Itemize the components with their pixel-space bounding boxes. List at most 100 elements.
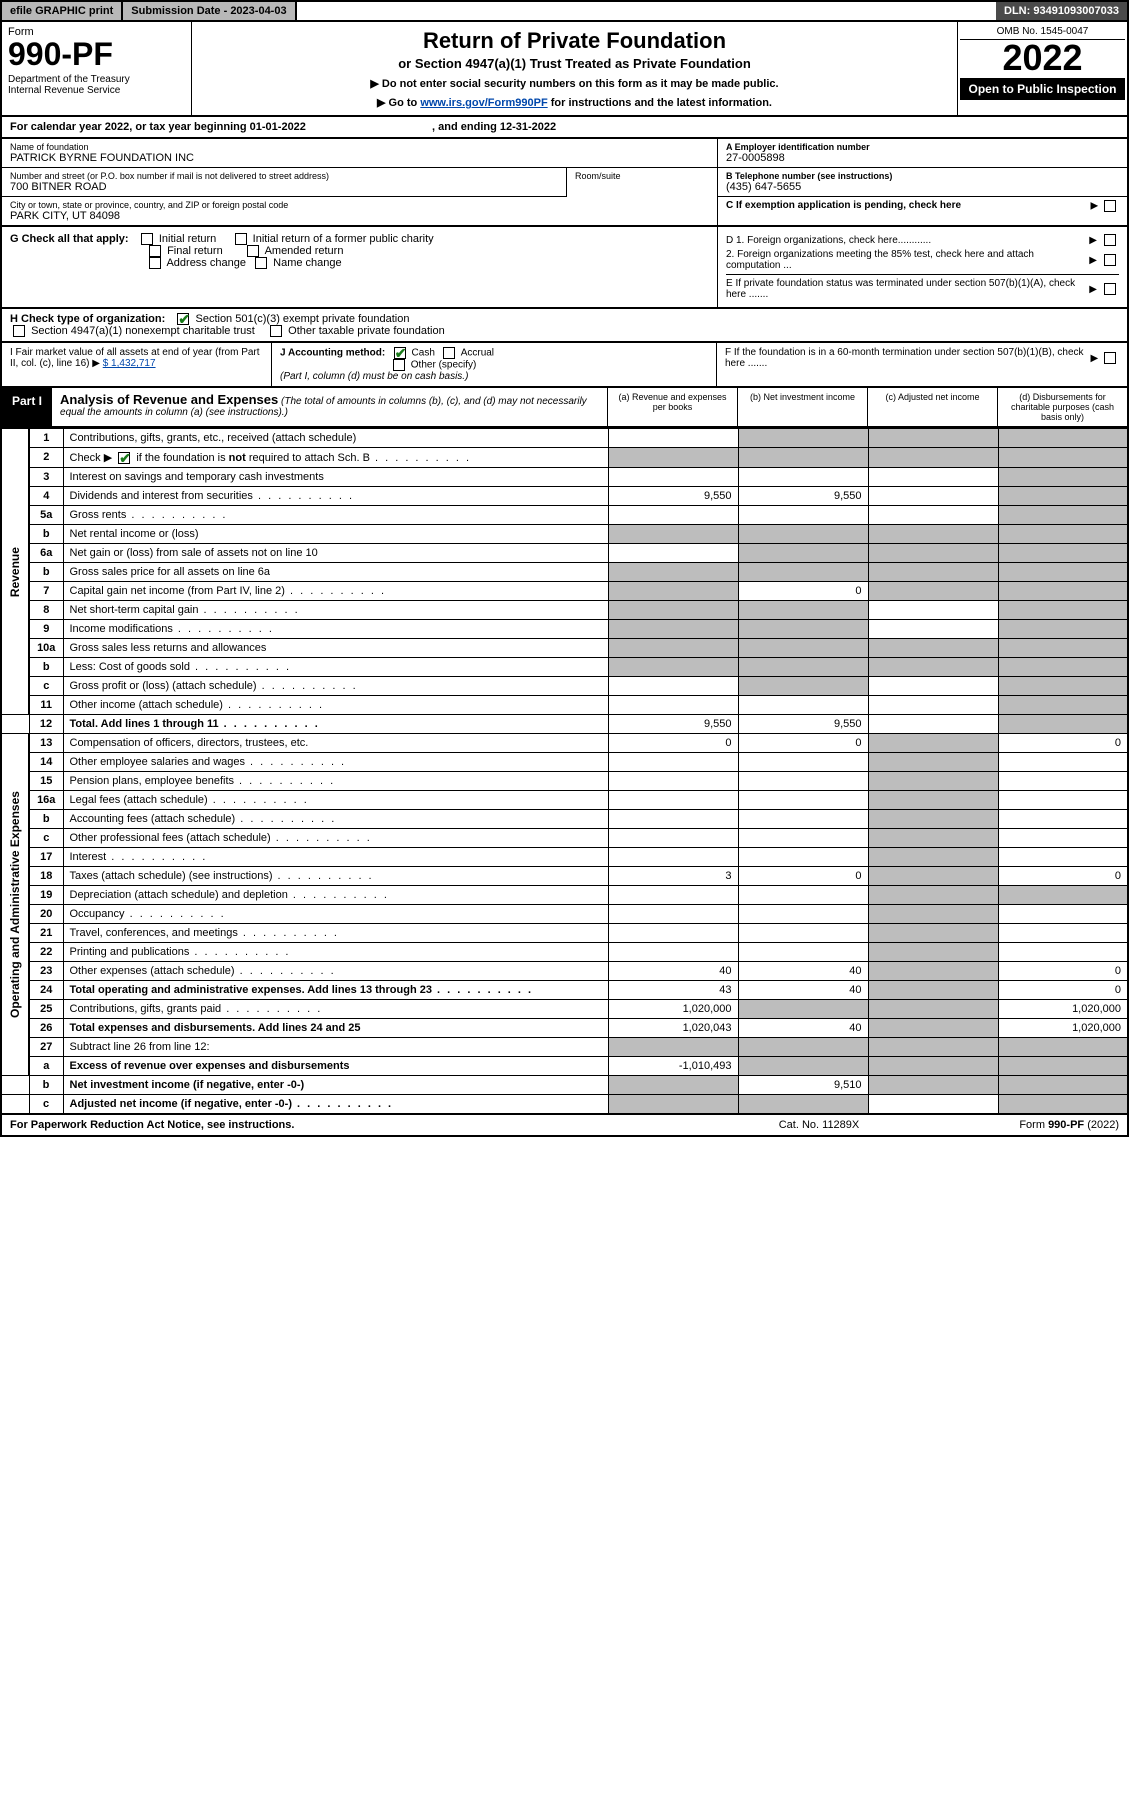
col-a-hdr: (a) Revenue and expenses per books xyxy=(607,388,737,426)
part1-title: Analysis of Revenue and Expenses xyxy=(60,392,278,407)
department: Department of the Treasury Internal Reve… xyxy=(8,74,185,96)
e-text: E If private foundation status was termi… xyxy=(726,278,1085,300)
r7-b: 0 xyxy=(738,582,868,601)
row-18: Taxes (attach schedule) (see instruction… xyxy=(63,867,608,886)
h-4947-cb[interactable] xyxy=(13,325,25,337)
g-amended: Amended return xyxy=(265,245,344,257)
f-checkbox[interactable] xyxy=(1104,352,1116,364)
c-label: C If exemption application is pending, c… xyxy=(726,200,961,211)
row-4: Dividends and interest from securities xyxy=(63,487,608,506)
foundation-name: PATRICK BYRNE FOUNDATION INC xyxy=(10,152,709,164)
h-opt1: Section 501(c)(3) exempt private foundat… xyxy=(195,313,409,325)
g-name-cb[interactable] xyxy=(255,257,267,269)
g-final-cb[interactable] xyxy=(149,245,161,257)
j-label: J Accounting method: xyxy=(280,348,385,359)
form-header: Form 990-PF Department of the Treasury I… xyxy=(0,22,1129,117)
r13-b: 0 xyxy=(738,734,868,753)
r26-d: 1,020,000 xyxy=(998,1019,1128,1038)
part1-label: Part I xyxy=(2,388,52,426)
h-501c3-cb[interactable] xyxy=(177,313,189,325)
row-16a: Legal fees (attach schedule) xyxy=(63,791,608,810)
city-label: City or town, state or province, country… xyxy=(10,200,709,210)
h-label: H Check type of organization: xyxy=(10,313,165,325)
row-14: Other employee salaries and wages xyxy=(63,753,608,772)
d2-checkbox[interactable] xyxy=(1104,254,1116,266)
addr-value: 700 BITNER ROAD xyxy=(10,181,558,193)
r12-a: 9,550 xyxy=(608,715,738,734)
row-27: Subtract line 26 from line 12: xyxy=(63,1038,608,1057)
row-11: Other income (attach schedule) xyxy=(63,696,608,715)
row-10b: Less: Cost of goods sold xyxy=(63,658,608,677)
g-amended-cb[interactable] xyxy=(247,245,259,257)
row-12: Total. Add lines 1 through 11 xyxy=(63,715,608,734)
j-other-cb[interactable] xyxy=(393,359,405,371)
fmv-value: $ 1,432,717 xyxy=(103,358,156,369)
submission-date: Submission Date - 2023-04-03 xyxy=(123,2,296,20)
j-cash-cb[interactable] xyxy=(394,347,406,359)
r18-a: 3 xyxy=(608,867,738,886)
r18-d: 0 xyxy=(998,867,1128,886)
g-initial-cb[interactable] xyxy=(141,233,153,245)
row-27b: Net investment income (if negative, ente… xyxy=(63,1076,608,1095)
form-note2: ▶ Go to www.irs.gov/Form990PF for instru… xyxy=(198,96,951,109)
g-address-cb[interactable] xyxy=(149,257,161,269)
row-17: Interest xyxy=(63,848,608,867)
cal-end: , and ending 12-31-2022 xyxy=(432,121,556,133)
footer-left: For Paperwork Reduction Act Notice, see … xyxy=(10,1119,719,1131)
schb-checkbox[interactable] xyxy=(118,452,130,464)
efile-label: efile GRAPHIC print xyxy=(2,2,123,20)
r4-a: 9,550 xyxy=(608,487,738,506)
city-value: PARK CITY, UT 84098 xyxy=(10,210,709,222)
row-5b: Net rental income or (loss) xyxy=(63,525,608,544)
open-inspection: Open to Public Inspection xyxy=(960,78,1125,100)
col-c-hdr: (c) Adjusted net income xyxy=(867,388,997,426)
row-24: Total operating and administrative expen… xyxy=(63,981,608,1000)
d1-checkbox[interactable] xyxy=(1104,234,1116,246)
r27b-b: 9,510 xyxy=(738,1076,868,1095)
row-6b: Gross sales price for all assets on line… xyxy=(63,563,608,582)
r12-b: 9,550 xyxy=(738,715,868,734)
h-other-cb[interactable] xyxy=(270,325,282,337)
page-footer: For Paperwork Reduction Act Notice, see … xyxy=(0,1115,1129,1137)
r26-b: 40 xyxy=(738,1019,868,1038)
row-15: Pension plans, employee benefits xyxy=(63,772,608,791)
row-16c: Other professional fees (attach schedule… xyxy=(63,829,608,848)
e-checkbox[interactable] xyxy=(1104,283,1116,295)
revenue-side-label: Revenue xyxy=(1,429,29,715)
info-block: Name of foundation PATRICK BYRNE FOUNDAT… xyxy=(0,139,1129,227)
d1-text: D 1. Foreign organizations, check here..… xyxy=(726,235,1085,246)
row-23: Other expenses (attach schedule) xyxy=(63,962,608,981)
g-initial-former: Initial return of a former public charit… xyxy=(253,233,434,245)
col-d-hdr: (d) Disbursements for charitable purpose… xyxy=(997,388,1127,426)
addr-label: Number and street (or P.O. box number if… xyxy=(10,171,558,181)
calendar-year-row: For calendar year 2022, or tax year begi… xyxy=(0,117,1129,139)
row-19: Depreciation (attach schedule) and deple… xyxy=(63,886,608,905)
d2-text: 2. Foreign organizations meeting the 85%… xyxy=(726,249,1085,271)
dln-label: DLN: 93491093007033 xyxy=(996,2,1127,20)
cal-begin: For calendar year 2022, or tax year begi… xyxy=(10,121,306,133)
c-checkbox[interactable] xyxy=(1104,200,1116,212)
f-text: F If the foundation is in a 60-month ter… xyxy=(725,347,1091,369)
row-1: Contributions, gifts, grants, etc., rece… xyxy=(63,429,608,448)
g-name-change: Name change xyxy=(273,257,342,269)
r24-b: 40 xyxy=(738,981,868,1000)
r18-b: 0 xyxy=(738,867,868,886)
g-initial: Initial return xyxy=(159,233,216,245)
j-other: Other (specify) xyxy=(411,360,477,371)
r26-a: 1,020,043 xyxy=(608,1019,738,1038)
topbar: efile GRAPHIC print Submission Date - 20… xyxy=(0,0,1129,22)
r25-d: 1,020,000 xyxy=(998,1000,1128,1019)
r23-d: 0 xyxy=(998,962,1128,981)
row-3: Interest on savings and temporary cash i… xyxy=(63,468,608,487)
name-label: Name of foundation xyxy=(10,142,709,152)
footer-mid: Cat. No. 11289X xyxy=(719,1119,919,1131)
r27a-a: -1,010,493 xyxy=(608,1057,738,1076)
irs-link[interactable]: www.irs.gov/Form990PF xyxy=(420,97,547,109)
row-26: Total expenses and disbursements. Add li… xyxy=(63,1019,608,1038)
note2-post: for instructions and the latest informat… xyxy=(548,97,772,109)
g-initial-former-cb[interactable] xyxy=(235,233,247,245)
j-accrual-cb[interactable] xyxy=(443,347,455,359)
row-8: Net short-term capital gain xyxy=(63,601,608,620)
row-20: Occupancy xyxy=(63,905,608,924)
row-16b: Accounting fees (attach schedule) xyxy=(63,810,608,829)
